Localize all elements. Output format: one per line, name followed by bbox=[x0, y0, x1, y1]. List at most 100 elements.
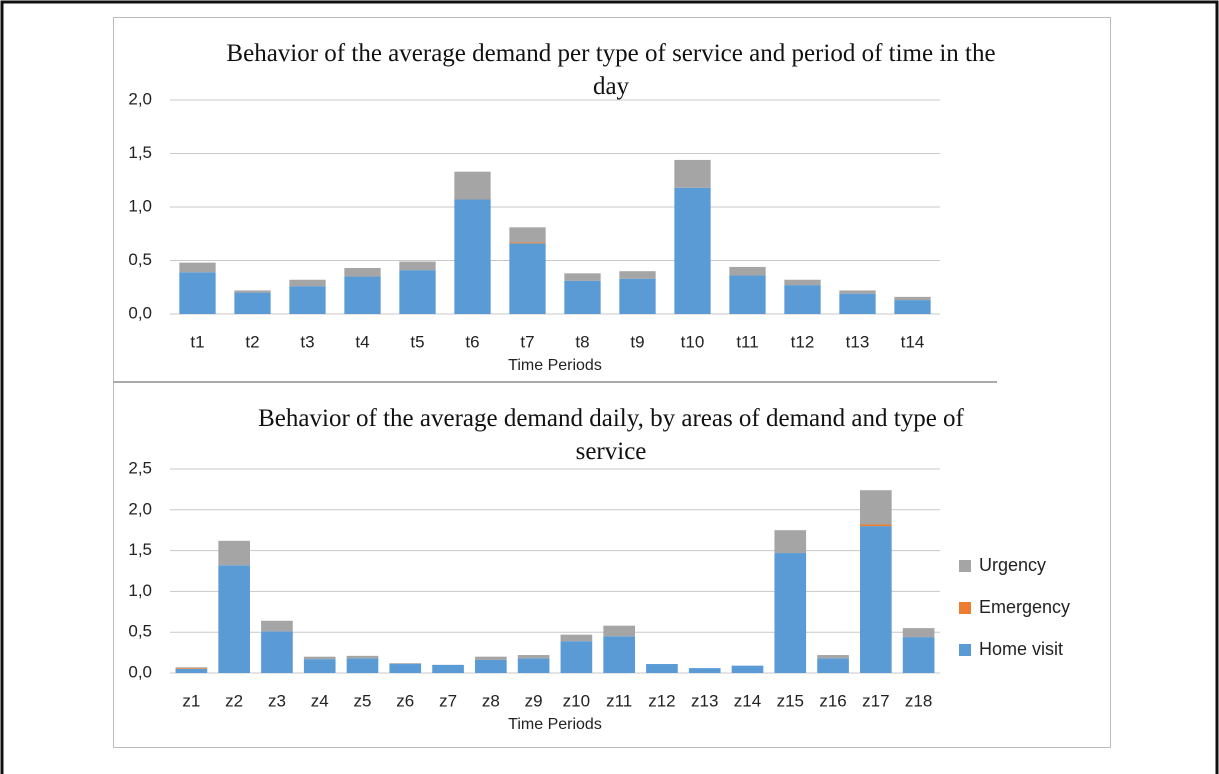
x-tick-label: t10 bbox=[681, 332, 705, 351]
y-tick-label: 1,5 bbox=[128, 143, 152, 162]
bar-segment bbox=[389, 663, 422, 665]
bar-segment bbox=[261, 620, 293, 632]
bar-segment bbox=[346, 655, 379, 659]
bar-segment bbox=[517, 658, 550, 673]
bar-segment bbox=[344, 276, 381, 314]
bar-segment bbox=[839, 290, 876, 294]
bar-segment bbox=[509, 227, 546, 243]
bar-segment bbox=[674, 159, 711, 188]
legend-label: Emergency bbox=[979, 597, 1070, 617]
bar-segment bbox=[688, 668, 721, 673]
bar-segment bbox=[839, 293, 876, 314]
x-tick-label: z1 bbox=[182, 691, 200, 710]
bar-segment bbox=[619, 278, 656, 314]
y-tick-label: 2,0 bbox=[128, 89, 152, 108]
bar-segment bbox=[619, 271, 656, 279]
bar-segment bbox=[303, 656, 336, 660]
bar-segment bbox=[346, 658, 379, 673]
y-tick-label: 2,0 bbox=[128, 499, 152, 518]
bar-segment bbox=[175, 667, 208, 669]
bar-segment bbox=[399, 261, 436, 271]
x-tick-label: t14 bbox=[901, 332, 925, 351]
y-tick-label: 0,5 bbox=[128, 250, 152, 269]
x-tick-label: z14 bbox=[734, 691, 761, 710]
bar-segment bbox=[560, 641, 593, 673]
bar-segment bbox=[454, 199, 491, 314]
bar-segment bbox=[218, 540, 250, 566]
bar-segment bbox=[817, 658, 849, 673]
y-tick-label: 0,0 bbox=[128, 303, 152, 322]
bar-segment bbox=[564, 280, 601, 314]
y-tick-label: 0,0 bbox=[128, 662, 152, 681]
legend-swatch bbox=[959, 644, 971, 656]
bar-segment bbox=[894, 296, 931, 301]
x-tick-label: t6 bbox=[465, 332, 479, 351]
bar-segment bbox=[344, 267, 381, 277]
y-tick-label: 2,5 bbox=[128, 458, 152, 477]
bar-segment bbox=[860, 490, 892, 525]
bar-segment bbox=[729, 275, 766, 314]
x-tick-label: t4 bbox=[355, 332, 369, 351]
bar-segment bbox=[894, 300, 931, 314]
bar-segment bbox=[289, 286, 326, 314]
x-tick-label: t11 bbox=[736, 332, 758, 351]
bar-segment bbox=[303, 659, 336, 673]
x-tick-label: z2 bbox=[225, 691, 243, 710]
x-tick-label: z11 bbox=[606, 691, 632, 710]
bar-segment bbox=[646, 664, 678, 673]
x-tick-label: z10 bbox=[563, 691, 590, 710]
x-tick-label: z17 bbox=[862, 691, 889, 710]
bar-segment bbox=[784, 285, 821, 314]
x-tick-label: z4 bbox=[311, 691, 329, 710]
bar-segment bbox=[179, 272, 216, 314]
x-tick-label: t9 bbox=[630, 332, 644, 351]
y-tick-label: 1,5 bbox=[128, 540, 152, 559]
bar-segment bbox=[564, 273, 601, 281]
x-tick-label: t13 bbox=[846, 332, 870, 351]
x-tick-label: z7 bbox=[439, 691, 457, 710]
x-tick-label: t7 bbox=[520, 332, 534, 351]
bar-segment bbox=[399, 270, 436, 314]
bar-segment bbox=[175, 668, 208, 673]
x-tick-label: t8 bbox=[575, 332, 589, 351]
y-tick-label: 1,0 bbox=[128, 581, 152, 600]
bar-segment bbox=[860, 526, 892, 673]
y-tick-label: 1,0 bbox=[128, 196, 152, 215]
x-tick-label: z16 bbox=[819, 691, 846, 710]
legend-swatch bbox=[959, 560, 971, 572]
bar-segment bbox=[179, 262, 216, 273]
bar-segment bbox=[860, 524, 892, 527]
x-tick-label: z9 bbox=[525, 691, 543, 710]
bar-segment bbox=[475, 656, 507, 660]
legend-label: Urgency bbox=[979, 555, 1046, 575]
x-tick-label: t3 bbox=[300, 332, 314, 351]
chart-title: Behavior of the average demand daily, by… bbox=[258, 405, 964, 465]
bar-segment bbox=[902, 628, 935, 638]
x-tick-label: z8 bbox=[482, 691, 500, 710]
x-tick-label: z6 bbox=[396, 691, 414, 710]
x-tick-label: z3 bbox=[268, 691, 286, 710]
bar-segment bbox=[432, 664, 464, 673]
x-tick-label: z18 bbox=[905, 691, 932, 710]
bar-segment bbox=[454, 171, 491, 200]
y-tick-label: 0,5 bbox=[128, 622, 152, 641]
bar-segment bbox=[509, 242, 546, 244]
bar-segment bbox=[729, 266, 766, 276]
x-tick-label: t5 bbox=[410, 332, 424, 351]
bar-segment bbox=[234, 290, 271, 293]
bar-segment bbox=[774, 530, 807, 554]
x-axis-label: Time Periods bbox=[508, 357, 602, 374]
x-axis-label: Time Periods bbox=[508, 716, 602, 733]
bar-segment bbox=[817, 655, 849, 659]
chart-title: Behavior of the average demand per type … bbox=[226, 40, 996, 100]
bar-segment bbox=[674, 187, 711, 314]
x-tick-label: z15 bbox=[777, 691, 804, 710]
bar-segment bbox=[774, 553, 807, 673]
x-tick-label: z13 bbox=[691, 691, 718, 710]
bar-segment bbox=[731, 665, 764, 673]
bar-segment bbox=[784, 279, 821, 286]
legend-swatch bbox=[959, 602, 971, 614]
